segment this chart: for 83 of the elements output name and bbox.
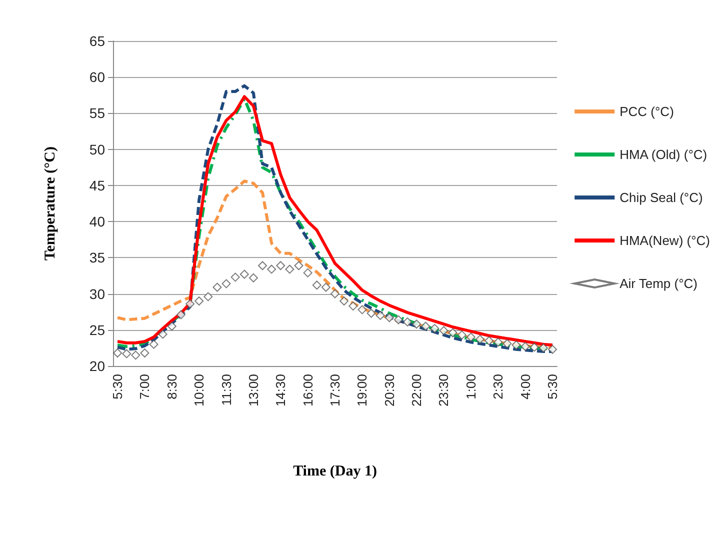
y-tick-label: 65 [89, 33, 106, 49]
point [285, 264, 294, 274]
point [294, 261, 304, 270]
point [303, 268, 312, 278]
y-tick-label: 25 [89, 322, 106, 338]
point [548, 344, 557, 354]
legend-label: Chip Seal (°C) [620, 190, 703, 205]
point [412, 320, 422, 329]
y-tick-label: 35 [89, 250, 106, 266]
point [267, 264, 276, 274]
point [348, 302, 358, 311]
point [330, 289, 340, 298]
point [394, 315, 403, 324]
x-tick-label: 16:00 [300, 374, 316, 407]
point [131, 350, 140, 360]
point [439, 326, 448, 336]
x-tick-label: 1:00 [463, 374, 478, 400]
x-tick-label: 5:30 [544, 374, 560, 400]
point [222, 279, 231, 288]
y-tick-label: 55 [89, 105, 106, 122]
legend-label: Air Temp (°C) [620, 276, 698, 291]
point [421, 322, 430, 331]
point [402, 317, 412, 326]
x-tick-label: 11:30 [218, 374, 234, 406]
point [176, 310, 186, 320]
x-tick-label: 19:00 [354, 374, 370, 407]
point [366, 308, 376, 318]
point [204, 292, 213, 302]
point [484, 336, 494, 346]
point [258, 261, 268, 270]
x-axis-title: Time (Day 1) [293, 464, 377, 480]
y-axis-title: Temperature (°C) [42, 146, 58, 260]
point [376, 310, 385, 320]
x-tick-label: 17:30 [328, 374, 342, 407]
point [384, 313, 394, 322]
point [230, 272, 240, 282]
point [321, 282, 330, 292]
point [240, 270, 249, 279]
legend-label: HMA(New) (°C) [620, 233, 710, 248]
point [212, 282, 222, 292]
point [512, 340, 521, 350]
x-tick-label: 4:00 [518, 374, 533, 400]
point [167, 322, 176, 331]
point [312, 280, 322, 290]
point [457, 330, 466, 340]
x-tick-label: 5:30 [110, 374, 126, 400]
legend-label: PCC (°C) [620, 104, 674, 119]
x-tick-label: 2:30 [490, 374, 506, 400]
x-tick-label: 23:30 [436, 374, 452, 407]
point [140, 348, 150, 358]
point [186, 299, 195, 308]
x-tick-label: 13:00 [246, 374, 261, 407]
x-tick-label: 20:30 [382, 374, 397, 407]
point [149, 340, 158, 349]
y-tick-label: 60 [89, 69, 106, 86]
point [358, 305, 367, 314]
point [113, 348, 122, 358]
point [194, 296, 204, 306]
point [466, 332, 476, 342]
point [248, 273, 258, 282]
x-tick-label: 7:00 [137, 374, 152, 400]
point [448, 328, 458, 338]
x-tick-label: 8:30 [164, 374, 180, 400]
point [520, 342, 530, 351]
point [340, 296, 349, 306]
point [538, 343, 548, 352]
point [530, 342, 539, 352]
x-tick-label: 22:00 [409, 374, 424, 407]
point [276, 261, 286, 270]
point [158, 330, 168, 339]
y-tick-label: 45 [89, 177, 106, 194]
x-tick-label: 14:30 [273, 374, 288, 407]
legend-label: HMA (Old) (°C) [620, 147, 708, 162]
point [122, 349, 132, 358]
point [502, 339, 512, 348]
point [494, 338, 503, 347]
x-tick-label: 10:00 [192, 374, 207, 407]
y-tick-label: 50 [89, 141, 106, 158]
y-tick-label: 40 [89, 214, 106, 230]
y-tick-label: 30 [89, 286, 106, 302]
point [430, 324, 440, 333]
y-tick-label: 20 [89, 358, 106, 374]
point [475, 334, 484, 344]
